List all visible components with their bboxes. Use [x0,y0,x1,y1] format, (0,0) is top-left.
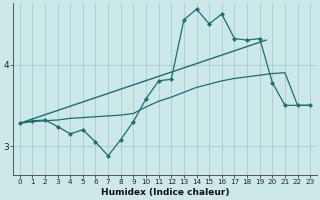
X-axis label: Humidex (Indice chaleur): Humidex (Indice chaleur) [101,188,229,197]
